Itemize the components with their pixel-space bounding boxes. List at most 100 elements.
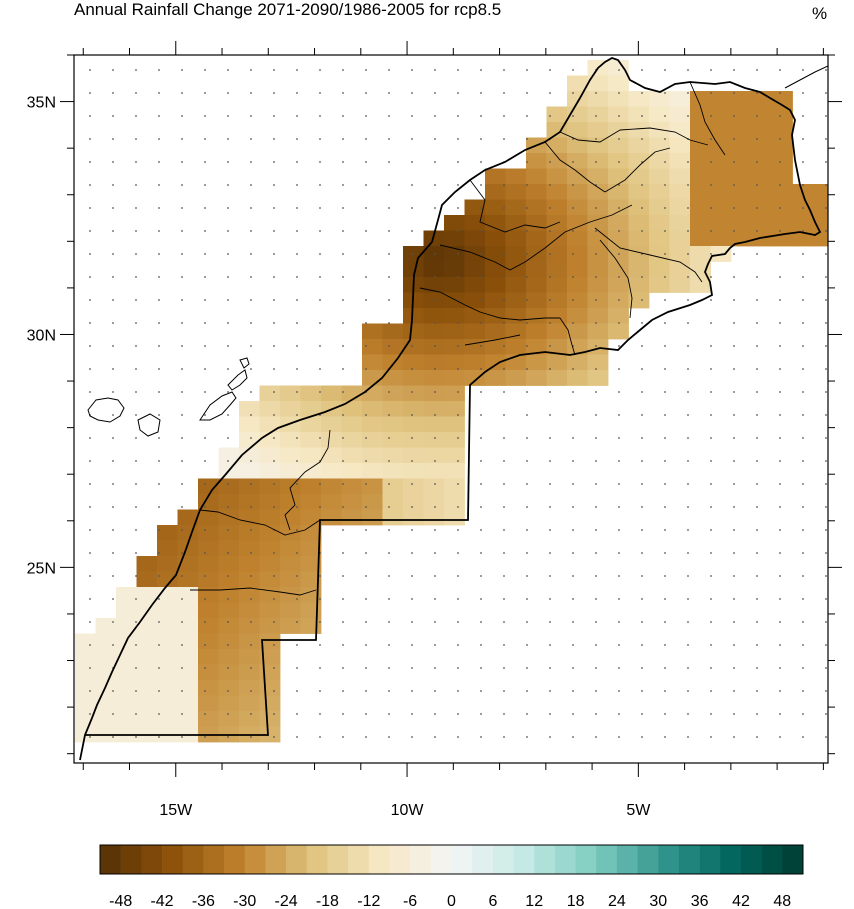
colorbar-label: 48 xyxy=(773,893,791,909)
grid-dot xyxy=(388,460,390,462)
grid-dot xyxy=(756,690,758,692)
grid-dot xyxy=(595,276,597,278)
rainfall-cell xyxy=(177,618,199,634)
rainfall-cell xyxy=(587,354,609,371)
colorbar-bin xyxy=(596,845,618,874)
grid-dot xyxy=(250,115,252,117)
grid-dot xyxy=(664,690,666,692)
grid-dot xyxy=(365,92,367,94)
colorbar-label: -12 xyxy=(357,893,380,909)
grid-dot xyxy=(664,644,666,646)
grid-dot xyxy=(503,736,505,738)
grid-dot xyxy=(411,253,413,255)
grid-dot xyxy=(503,575,505,577)
grid-dot xyxy=(503,184,505,186)
grid-dot xyxy=(434,69,436,71)
grid-dot xyxy=(710,506,712,508)
rainfall-cell xyxy=(546,246,568,262)
grid-dot xyxy=(457,299,459,301)
grid-dot xyxy=(733,644,735,646)
rainfall-cell xyxy=(362,463,383,479)
grid-dot xyxy=(664,115,666,117)
grid-dot xyxy=(135,437,137,439)
rainfall-cell xyxy=(341,509,363,526)
grid-dot xyxy=(135,184,137,186)
rainfall-cell xyxy=(628,91,650,107)
grid-dot xyxy=(618,460,620,462)
lat-tick-label: 30N xyxy=(27,327,56,344)
grid-dot xyxy=(549,598,551,600)
rainfall-cell xyxy=(669,184,691,200)
grid-dot xyxy=(135,736,137,738)
grid-dot xyxy=(618,276,620,278)
rainfall-cell xyxy=(444,339,465,355)
grid-dot xyxy=(273,506,275,508)
grid-dot xyxy=(227,184,229,186)
grid-dot xyxy=(733,414,735,416)
grid-dot xyxy=(687,713,689,715)
colorbar-bin xyxy=(699,845,721,874)
rainfall-cell xyxy=(526,370,547,386)
rainfall-cell xyxy=(362,416,383,433)
grid-dot xyxy=(135,690,137,692)
grid-dot xyxy=(687,621,689,623)
grid-dot xyxy=(779,506,781,508)
grid-dot xyxy=(319,506,321,508)
grid-dot xyxy=(480,92,482,94)
rainfall-cell xyxy=(198,525,219,541)
colorbar-label: -36 xyxy=(192,893,215,909)
rainfall-cell xyxy=(341,463,363,479)
grid-dot xyxy=(273,184,275,186)
grid-dot xyxy=(434,345,436,347)
grid-dot xyxy=(388,253,390,255)
grid-dot xyxy=(365,276,367,278)
grid-dot xyxy=(526,69,528,71)
grid-dot xyxy=(687,736,689,738)
grid-dot xyxy=(779,115,781,117)
grid-dot xyxy=(595,667,597,669)
grid-dot xyxy=(135,506,137,508)
rainfall-cell xyxy=(136,571,158,588)
grid-dot xyxy=(388,69,390,71)
grid-dot xyxy=(526,161,528,163)
grid-dot xyxy=(365,667,367,669)
rainfall-cell xyxy=(505,184,527,200)
rainfall-cell xyxy=(259,711,281,727)
grid-dot xyxy=(457,253,459,255)
rainfall-cell xyxy=(526,199,547,216)
grid-dot xyxy=(112,207,114,209)
grid-dot xyxy=(388,276,390,278)
grid-dot xyxy=(388,621,390,623)
rainfall-cell xyxy=(362,432,383,448)
grid-dot xyxy=(595,644,597,646)
grid-dot xyxy=(434,368,436,370)
grid-dot xyxy=(250,253,252,255)
grid-dot xyxy=(710,115,712,117)
grid-dot xyxy=(733,207,735,209)
grid-dot xyxy=(480,345,482,347)
grid-dot xyxy=(89,230,91,232)
grid-dot xyxy=(641,598,643,600)
grid-dot xyxy=(549,414,551,416)
morocco-coastline xyxy=(79,57,822,761)
grid-dot xyxy=(825,437,827,439)
grid-dot xyxy=(388,736,390,738)
grid-dot xyxy=(825,184,827,186)
colorbar-label: 24 xyxy=(608,893,626,909)
grid-dot xyxy=(181,184,183,186)
rainfall-cell xyxy=(280,525,301,541)
grid-dot xyxy=(825,621,827,623)
rainfall-cell xyxy=(239,602,260,619)
grid-dot xyxy=(802,414,804,416)
grid-dot xyxy=(250,506,252,508)
rainfall-cell xyxy=(136,618,158,634)
grid-dot xyxy=(273,644,275,646)
grid-dot xyxy=(641,552,643,554)
grid-dot xyxy=(342,92,344,94)
rainfall-cell xyxy=(198,602,219,619)
units-label: % xyxy=(812,4,828,23)
grid-dot xyxy=(480,713,482,715)
grid-dot xyxy=(710,276,712,278)
rainfall-cell xyxy=(608,153,629,169)
grid-dot xyxy=(227,115,229,117)
